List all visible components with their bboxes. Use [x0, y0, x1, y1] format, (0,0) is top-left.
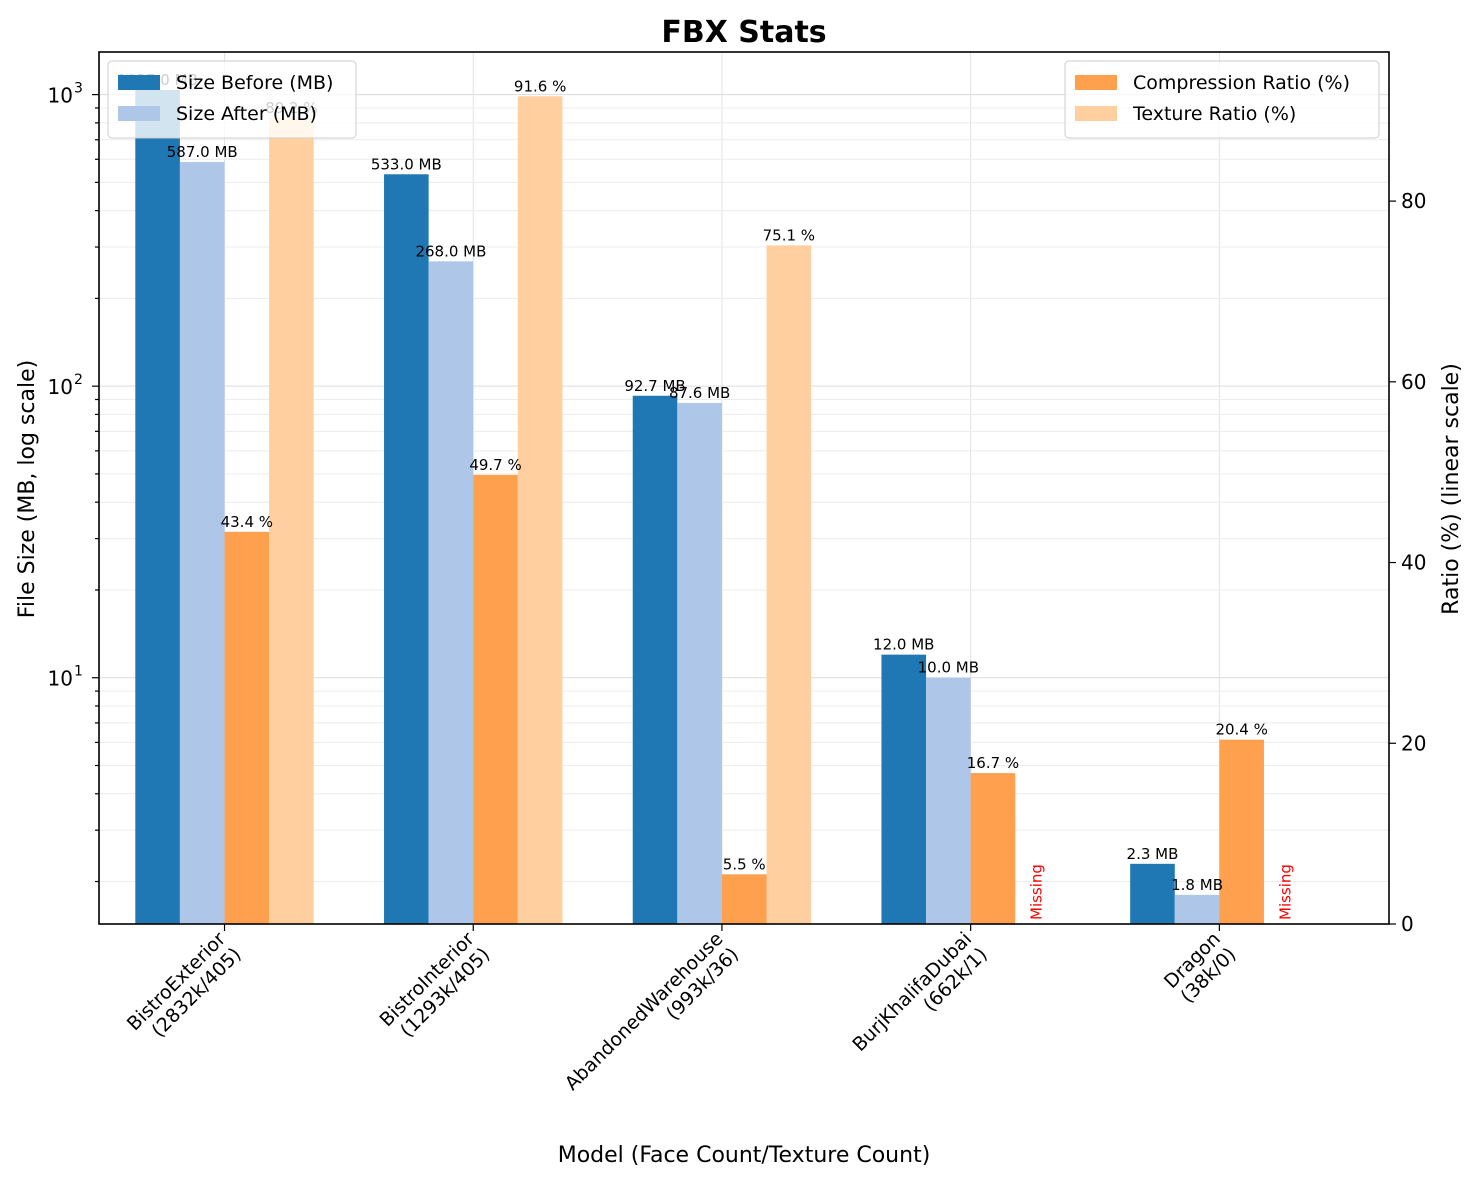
- x-tick-label-name: AbandonedWarehouse: [561, 928, 728, 1095]
- bar: [970, 773, 1016, 924]
- y-right-tick-label: 60: [1401, 370, 1426, 394]
- data-label: 587.0 MB: [167, 143, 238, 161]
- data-label: 91.6 %: [514, 77, 566, 95]
- bar: [517, 96, 563, 925]
- data-label: 10.0 MB: [918, 659, 979, 677]
- x-tick-label-group: BistroExterior(2832k/405): [123, 928, 246, 1042]
- bar: [632, 395, 678, 925]
- bars-layer: [135, 90, 1264, 925]
- missing-label: Missing: [1028, 864, 1046, 920]
- bar: [721, 874, 767, 924]
- bar: [269, 117, 314, 924]
- data-label: 5.5 %: [723, 855, 766, 873]
- legend-label: Size After (MB): [176, 103, 317, 125]
- y-left-tick-label: 10: [48, 667, 73, 691]
- data-label: 87.6 MB: [669, 384, 730, 402]
- bar: [1174, 894, 1220, 924]
- x-tick-label-group: Dragon(38k/0): [1160, 928, 1240, 1008]
- y-left-tick-exponent: 1: [74, 664, 83, 680]
- legend-swatch: [1075, 75, 1117, 90]
- y-right-tick-label: 0: [1401, 912, 1414, 936]
- y-left-tick-label: 10: [48, 84, 73, 108]
- x-tick-label-group: BistroInterior(1293k/405): [376, 928, 495, 1042]
- y-right-tick-label: 20: [1401, 731, 1426, 755]
- bar: [384, 174, 429, 925]
- y-left-tick-exponent: 3: [74, 81, 83, 97]
- bar: [766, 245, 812, 924]
- y-right-tick-label: 40: [1401, 551, 1426, 575]
- data-label: 533.0 MB: [371, 155, 442, 173]
- legend-swatch: [118, 75, 160, 90]
- data-label: 43.4 %: [221, 513, 273, 531]
- data-label: 16.7 %: [967, 754, 1019, 772]
- bar: [179, 162, 225, 925]
- legend-box: [1064, 60, 1380, 139]
- legend-box: [107, 60, 357, 139]
- legend-swatch: [118, 106, 160, 121]
- legend-label: Size Before (MB): [176, 72, 333, 94]
- x-axis-label: Model (Face Count/Texture Count): [558, 1143, 931, 1168]
- y-left-tick-exponent: 2: [74, 372, 83, 388]
- missing-label: Missing: [1276, 864, 1294, 920]
- legend-label: Compression Ratio (%): [1133, 72, 1350, 94]
- data-label: 75.1 %: [763, 226, 815, 244]
- bar: [677, 402, 722, 924]
- bar: [428, 261, 474, 924]
- y-axis-label-left: File Size (MB, log scale): [15, 360, 40, 618]
- x-tick-label-group: BurjKhalifaDubai(662k/1): [848, 928, 991, 1056]
- data-label: 92.7 MB: [624, 377, 685, 395]
- bar: [881, 654, 927, 924]
- bar: [473, 474, 518, 924]
- data-label: 49.7 %: [469, 456, 521, 474]
- chart-title: FBX Stats: [661, 15, 826, 50]
- plot-frame: [98, 51, 1390, 925]
- bar: [1219, 739, 1264, 924]
- grid-layer: [99, 52, 1389, 924]
- data-label: 20.4 %: [1215, 721, 1267, 739]
- legend-swatch: [1075, 106, 1117, 121]
- bar: [926, 677, 971, 924]
- bar: [1130, 863, 1175, 924]
- bar: [135, 90, 180, 925]
- legend-label: Texture Ratio (%): [1132, 103, 1296, 125]
- bar: [224, 531, 270, 924]
- x-tick-label-group: AbandonedWarehouse(993k/36): [561, 928, 743, 1095]
- legend-layer: Size Before (MB) Size After (MB) Compressi…: [107, 60, 1380, 139]
- y-right-tick-label: 80: [1401, 189, 1426, 213]
- data-label: 268.0 MB: [415, 242, 486, 260]
- data-label: 12.0 MB: [873, 636, 934, 654]
- data-label: 2.3 MB: [1127, 845, 1179, 863]
- y-left-tick-label: 10: [48, 375, 73, 399]
- y-axis-label-right: Ratio (%) (linear scale): [1439, 363, 1464, 615]
- data-label: 1.8 MB: [1171, 876, 1223, 894]
